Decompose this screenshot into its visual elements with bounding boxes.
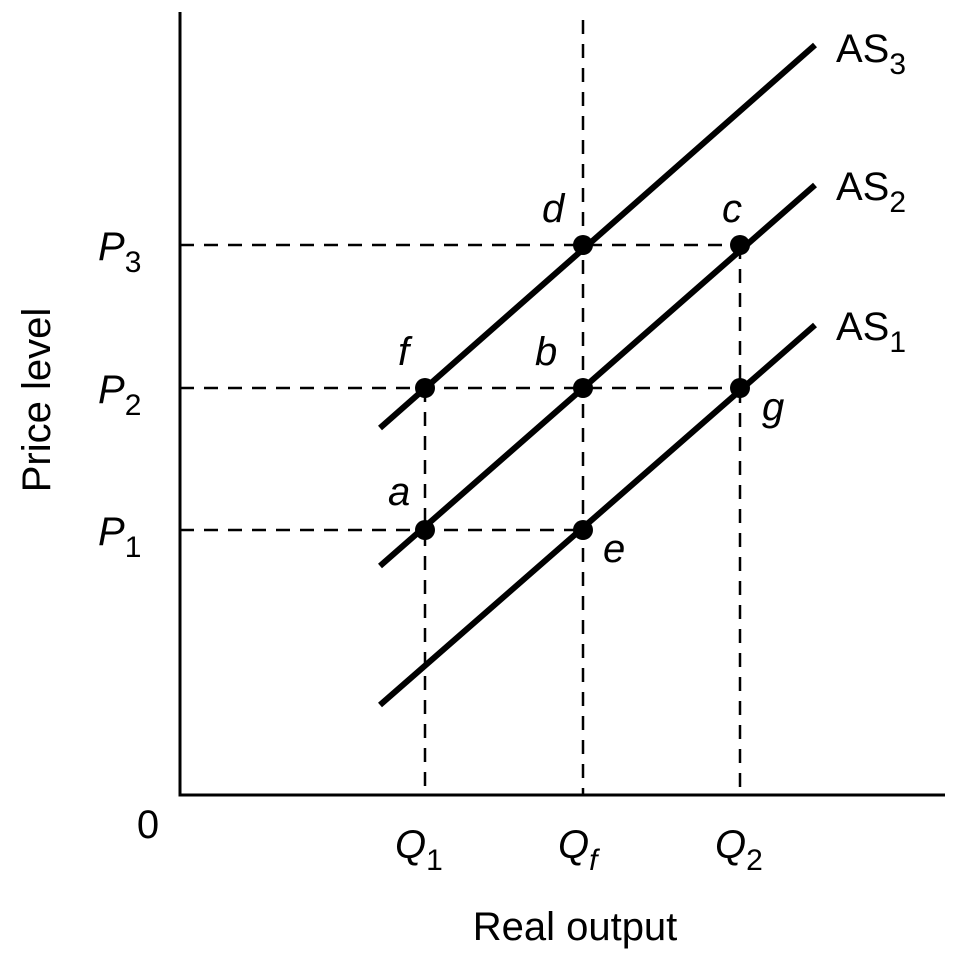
point-label: a (388, 470, 410, 514)
dashed-guides (180, 20, 742, 795)
label-part: 3 (889, 48, 906, 81)
label-part: P (98, 510, 125, 554)
label-part: 2 (125, 389, 142, 422)
as2-curve (378, 182, 817, 569)
label-part: P (98, 368, 125, 412)
point-label: b (535, 330, 557, 374)
label-part: AS (836, 305, 889, 349)
curve-label: AS1 (836, 305, 906, 359)
x-axis-label: Real output (473, 905, 678, 949)
label-part: 1 (889, 326, 906, 359)
point-label: g (762, 385, 784, 429)
x-tick-label: Q1 (395, 823, 443, 877)
label-part: 2 (889, 186, 906, 219)
label-part: 3 (125, 246, 142, 279)
y-axis-label: Price level (15, 308, 59, 493)
axes (178, 12, 945, 797)
label-part: AS (836, 165, 889, 209)
point-label: f (398, 330, 413, 374)
label-part: Q (558, 823, 589, 867)
label-part: P (98, 225, 125, 269)
point-label: d (542, 187, 566, 231)
origin-label: 0 (137, 803, 159, 847)
label-part: Q (395, 823, 426, 867)
label-part: Q (715, 823, 746, 867)
point-label: e (603, 527, 625, 571)
points (415, 235, 750, 540)
label-part: 1 (426, 844, 443, 877)
y-tick-label: P1 (98, 510, 141, 564)
label-part: 1 (125, 531, 142, 564)
label-part: AS (836, 27, 889, 71)
curve-label: AS3 (836, 27, 906, 81)
point-label: c (722, 187, 742, 231)
x-tick-label: Qf (558, 823, 600, 877)
as1-curve (378, 322, 817, 708)
label-part: 2 (746, 844, 763, 877)
curve-label: AS2 (836, 165, 906, 219)
label-part: f (589, 844, 600, 877)
as3-curve (378, 42, 817, 431)
x-tick-label: Q2 (715, 823, 763, 877)
y-tick-label: P2 (98, 368, 141, 422)
y-tick-label: P3 (98, 225, 141, 279)
